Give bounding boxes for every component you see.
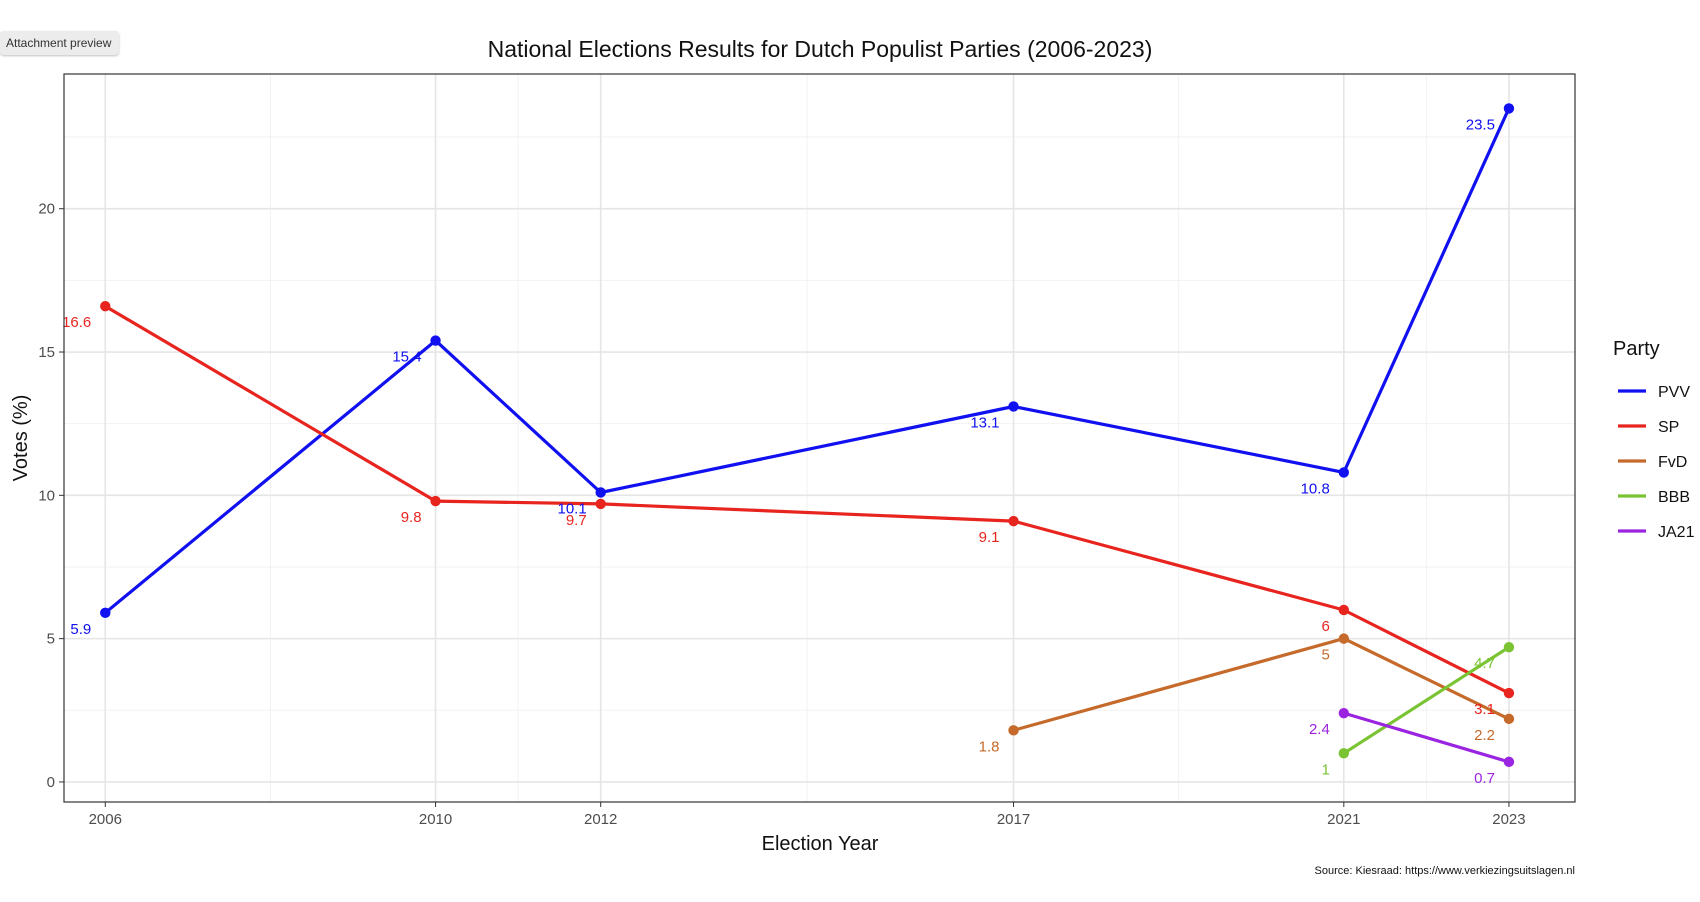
data-label-pvv: 13.1 [970,414,999,431]
source-caption: Source: Kiesraad: https://www.verkiezing… [1315,865,1575,877]
data-label-bbb: 4.7 [1474,655,1495,672]
legend-label-pvv: PVV [1658,384,1690,401]
data-point-fvd [1338,633,1350,644]
data-label-pvv: 23.5 [1466,116,1495,133]
data-point-pvv [595,487,606,498]
data-label-fvd: 5 [1321,647,1329,664]
x-tick-label: 2012 [584,811,617,828]
legend-title: Party [1613,338,1660,360]
series-line-pvv [103,106,1511,615]
data-point-sp [100,300,111,312]
data-point-pvv [100,607,111,619]
legend-label-bbb: BBB [1658,489,1690,506]
data-label-bbb: 1 [1321,761,1329,778]
series-line-bbb [1342,645,1511,755]
data-point-sp [595,498,606,510]
data-point-sp [1338,604,1350,616]
x-tick-label: 2023 [1492,811,1525,828]
data-point-sp [1503,687,1515,699]
x-tick-label: 2006 [89,811,122,828]
y-tick-label: 20 [38,201,55,218]
data-label-fvd: 2.2 [1474,727,1495,744]
data-label-pvv: 5.9 [70,621,91,638]
y-tick-label: 15 [38,344,55,361]
data-point-sp [1008,515,1019,527]
data-point-bbb [1503,642,1515,653]
grid-lines [64,74,1575,802]
data-label-sp: 16.6 [62,314,91,331]
data-point-pvv [430,335,441,346]
data-label-sp: 9.8 [401,509,422,526]
data-point-pvv [1338,467,1350,478]
data-label-ja21: 0.7 [1474,770,1495,787]
data-label-pvv: 15.4 [392,349,421,366]
chart-title: National Elections Results for Dutch Pop… [488,36,1153,62]
series-group: 5.9 15.4 10.1 13.1 10.8 23.5 16.6 9.8 9.7 9.1 6 3.1… [62,103,1515,787]
y-tick-label: 5 [47,631,55,648]
data-point-fvd [1503,713,1515,725]
series-line-ja21 [1342,711,1511,764]
data-point-ja21 [1338,707,1350,719]
data-label-fvd: 1.8 [979,738,1000,755]
x-tick-label: 2021 [1327,811,1360,828]
data-point-bbb [1338,748,1350,759]
data-label-pvv: 10.1 [557,500,586,517]
data-label-sp: 3.1 [1474,701,1495,718]
legend-label-fvd: FvD [1658,454,1687,471]
data-label-sp: 6 [1321,618,1329,635]
series-line-fvd [1011,637,1511,732]
data-point-pvv [1503,103,1515,114]
data-label-ja21: 2.4 [1309,721,1330,738]
data-point-pvv [1008,401,1019,412]
x-tick-label: 2010 [419,811,452,828]
y-axis-title: Votes (%) [10,395,32,482]
y-tick-label: 10 [38,487,55,504]
legend-label-sp: SP [1658,419,1679,436]
data-point-sp [430,495,441,507]
data-point-ja21 [1503,756,1515,768]
data-point-fvd [1008,725,1019,736]
data-label-sp: 9.7 [566,512,587,529]
x-axis-title: Election Year [762,833,879,855]
series-line-sp [103,304,1511,695]
legend-label-ja21: JA21 [1658,524,1695,541]
y-tick-label: 0 [47,774,55,791]
x-tick-label: 2017 [997,811,1030,828]
data-label-pvv: 10.8 [1301,480,1330,497]
legend: Party PVV SP FvD BBB JA21 [1613,338,1695,541]
attachment-preview-badge[interactable]: Attachment preview [0,31,120,55]
data-label-sp: 9.1 [979,529,1000,546]
plot-border [63,73,1576,803]
